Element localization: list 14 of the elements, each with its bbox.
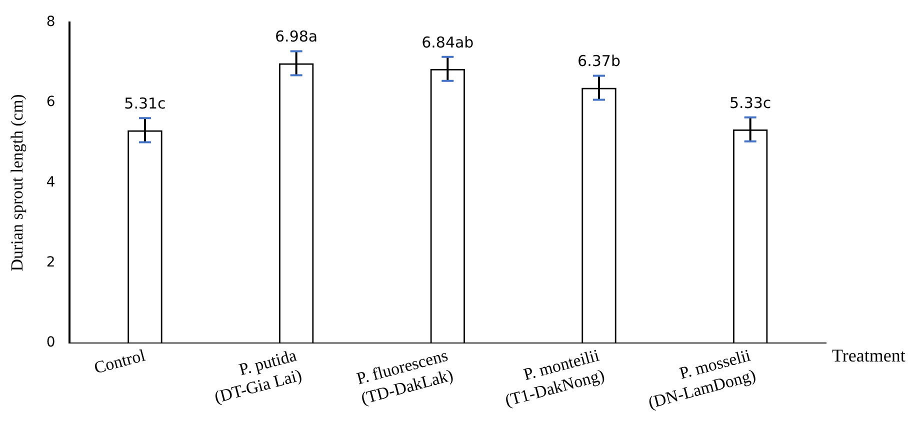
y-tick-label: 2 (46, 254, 56, 270)
data-label: 5.33c (730, 94, 772, 112)
y-tick-label: 8 (46, 14, 56, 30)
data-label: 6.98a (275, 28, 318, 46)
y-tick-label: 0 (46, 334, 56, 351)
data-label: 6.84ab (422, 33, 474, 52)
x-axis-title: Treatment (832, 346, 906, 366)
data-label: 5.31c (124, 94, 166, 113)
y-axis-title: Durian sprout length (cm) (8, 94, 27, 272)
y-tick-label: 6 (46, 94, 56, 110)
x-tick-label: Control (92, 346, 148, 378)
x-tick-label: P. putida (DT-Gia Lai) (212, 346, 304, 407)
data-label: 6.37b (578, 52, 620, 70)
y-tick-label: 4 (46, 174, 56, 190)
